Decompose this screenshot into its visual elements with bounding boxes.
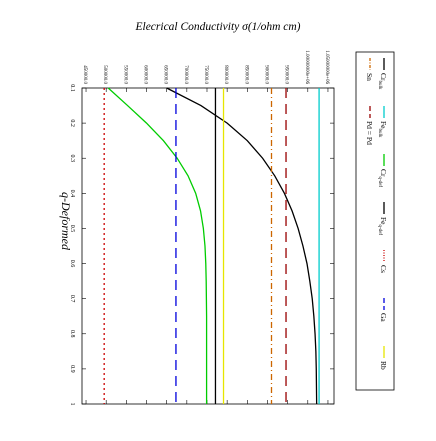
y-tick-label: 800000.0 [223,65,228,84]
y-tick-label: 700000.0 [183,65,188,84]
y-tick-label: 900000.0 [263,65,268,84]
plot-area: 0.1 0.2 0.3 0.4 0.5 0.6 0.7 0.8 0.9 1 1.05000000e+… [69,50,395,406]
legend-box [355,51,395,391]
legend-label: Ga [379,313,388,322]
legend-label: Crbulk [377,73,388,90]
y-tick-label: 450000.0 [82,65,87,84]
plot-frame [81,87,335,405]
chart-title: Elecrical Conductivity σ(1/ohm cm) [134,21,300,33]
x-tick-label: 1 [69,403,75,406]
y-tick-label: 950000.0 [284,65,289,84]
y-tick-label: 650000.0 [163,65,168,84]
legend-label: Crq-def [377,169,388,187]
legend-label: Pd = Pd [365,121,374,145]
x-tick-label: 0.9 [69,365,75,373]
y-tick-label: 1.05000000e+06 [324,50,329,84]
y-tick-label: 750000.0 [203,65,208,84]
x-axis-label: q-Deformed [59,192,73,251]
x-tick-label: 0.8 [69,330,75,338]
x-tick-label: 0.5 [69,225,75,233]
series-line [107,87,208,404]
legend-label: Cs [379,265,388,273]
y-tick-label: 850000.0 [243,65,248,84]
x-tick-label: 0.3 [69,154,75,162]
y-tick-label: 600000.0 [143,65,148,84]
x-tick-label: 0.6 [69,260,75,268]
legend-label: Febulk [377,121,388,138]
x-tick-label: 0.1 [69,84,75,92]
x-tick-label: 0.2 [69,119,75,127]
legend-label: Rb [379,361,388,370]
y-tick-label: 550000.0 [122,65,127,84]
legend-label: Feq-def [377,217,388,235]
x-tick-label: 0.7 [69,295,75,303]
series-line [166,87,318,405]
legend-label: Sn [365,73,374,81]
x-tick-label: 0.4 [69,190,75,198]
y-tick-label: 500000.0 [102,65,107,84]
y-tick-label: 1.00000000e+06 [304,50,309,84]
